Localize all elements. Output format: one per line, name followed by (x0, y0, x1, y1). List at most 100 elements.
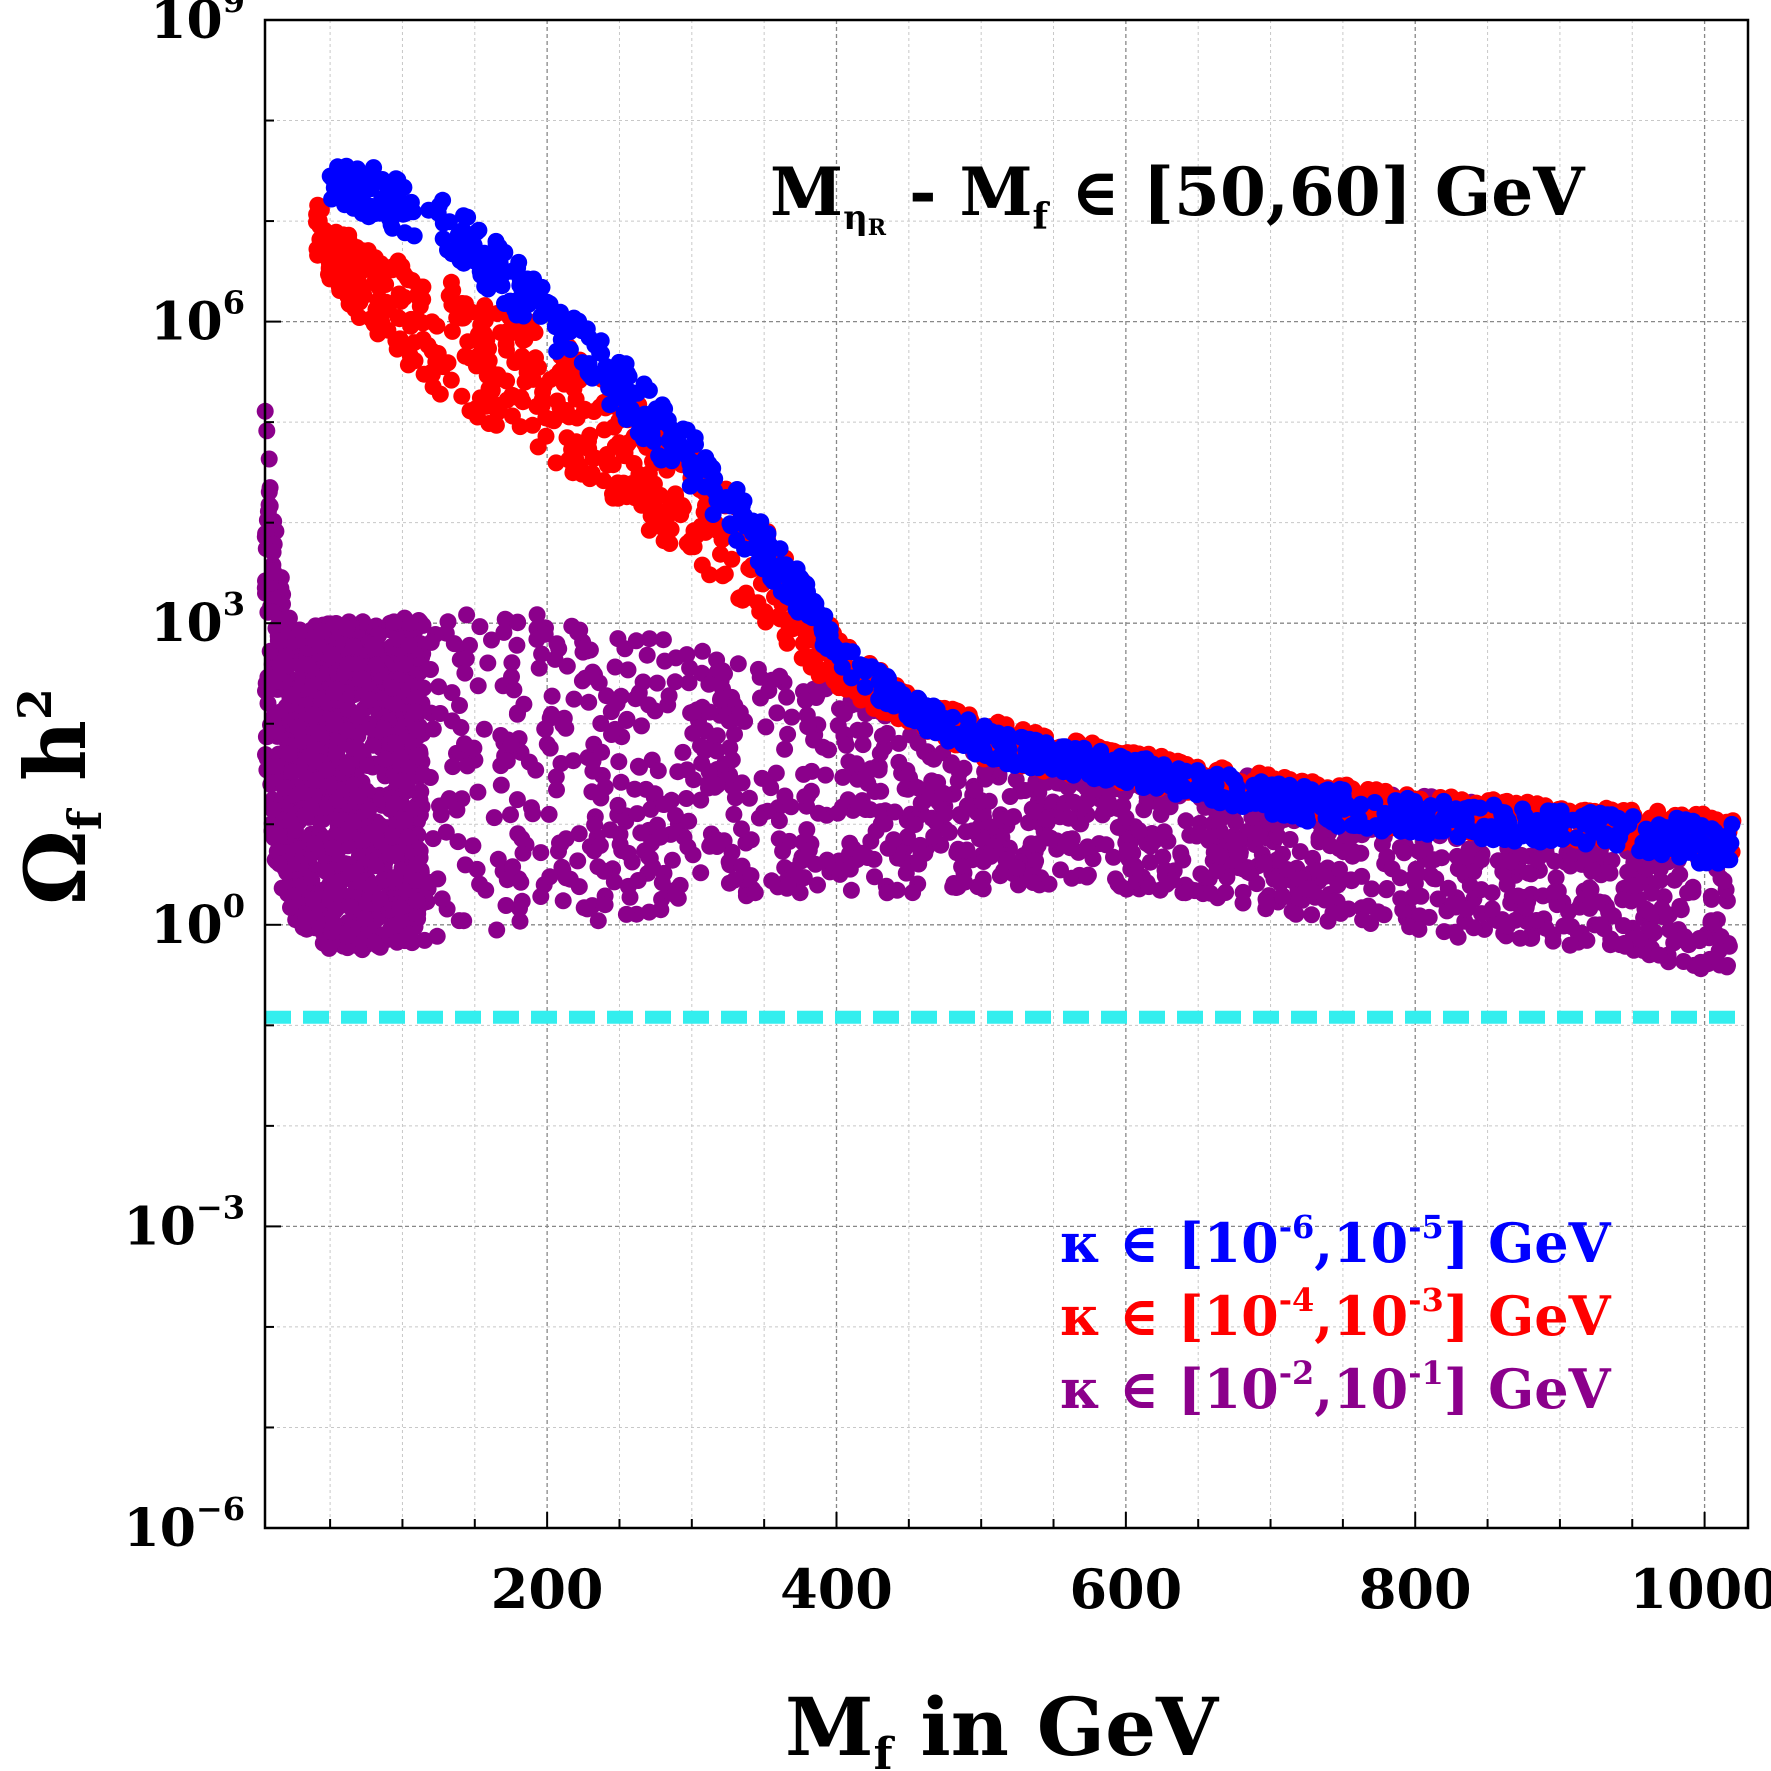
point-blue (934, 716, 952, 734)
point-blue (1352, 797, 1370, 815)
point-purple (489, 850, 507, 868)
point-purple (783, 708, 801, 726)
point-blue (681, 477, 699, 495)
point-purple (1519, 864, 1537, 882)
point-purple (966, 781, 984, 799)
point-purple (483, 631, 500, 649)
point-purple (803, 762, 821, 780)
point-blue (354, 182, 372, 200)
point-purple (270, 855, 288, 873)
legend: κ ∈ [10-6,10-5] GeV κ ∈ [10-4,10-3] GeV … (1060, 1208, 1612, 1421)
point-purple (387, 695, 405, 713)
point-purple (409, 905, 427, 923)
legend-entry-blue: κ ∈ [10-6,10-5] GeV (1060, 1208, 1612, 1275)
point-purple (475, 720, 493, 738)
point-blue (1670, 810, 1688, 828)
point-purple (458, 606, 476, 624)
point-purple (498, 871, 516, 889)
point-purple (503, 654, 521, 672)
point-purple (1230, 831, 1248, 849)
point-purple (554, 892, 572, 910)
point-purple (318, 761, 336, 779)
point-blue (1317, 784, 1335, 802)
point-purple (1603, 852, 1621, 869)
point-purple (675, 828, 693, 846)
point-red (475, 299, 493, 317)
point-purple (1643, 884, 1661, 902)
point-blue (873, 683, 891, 701)
point-purple (264, 708, 282, 726)
point-purple (530, 659, 548, 677)
point-purple (680, 674, 698, 692)
point-purple (570, 878, 588, 896)
point-purple (708, 742, 726, 760)
point-purple (324, 711, 342, 728)
point-purple (360, 691, 378, 709)
plot-frame (263, 18, 1750, 1530)
point-purple (408, 892, 426, 910)
point-purple (508, 636, 526, 654)
point-purple (958, 841, 976, 859)
point-purple (1458, 900, 1475, 918)
point-purple (1555, 917, 1573, 935)
point-red (657, 511, 675, 529)
point-purple (456, 735, 473, 753)
point-purple (1690, 930, 1708, 947)
point-purple (680, 812, 698, 830)
point-purple (399, 828, 417, 846)
point-red (674, 499, 692, 517)
point-purple (488, 921, 506, 939)
point-purple (1100, 793, 1118, 811)
point-purple (406, 703, 424, 721)
point-purple (327, 900, 345, 918)
point-purple (512, 873, 530, 891)
point-purple (628, 805, 646, 823)
point-purple (627, 690, 645, 708)
point-purple (841, 860, 859, 878)
x-axis-label-main: M (785, 1680, 874, 1771)
point-blue (382, 216, 400, 234)
point-purple (445, 635, 463, 653)
point-blue (1297, 803, 1315, 821)
point-purple (1097, 836, 1115, 854)
point-purple (712, 690, 730, 708)
point-purple (1359, 897, 1377, 915)
point-purple (258, 422, 276, 440)
point-purple (590, 674, 608, 692)
point-purple (800, 841, 818, 859)
point-purple (551, 834, 568, 852)
point-purple (912, 794, 930, 812)
point-purple (666, 673, 684, 691)
point-purple (782, 798, 800, 816)
point-purple (1499, 917, 1516, 935)
point-purple (1528, 912, 1545, 929)
point-red (737, 584, 755, 602)
point-purple (612, 773, 630, 791)
point-purple (1616, 937, 1634, 955)
point-purple (609, 796, 627, 814)
point-purple (929, 774, 947, 791)
point-blue (967, 745, 985, 763)
point-purple (1258, 894, 1276, 912)
point-purple (283, 855, 301, 873)
point-blue (824, 636, 842, 654)
point-purple (458, 757, 476, 775)
point-purple (953, 858, 971, 876)
point-purple (1391, 869, 1409, 887)
point-purple (289, 718, 307, 736)
point-red (478, 367, 496, 384)
point-red (369, 325, 387, 343)
point-purple (536, 625, 554, 643)
point-purple (344, 813, 362, 831)
point-purple (606, 658, 624, 676)
point-purple (842, 881, 860, 899)
point-purple (762, 779, 780, 797)
point-blue (1124, 760, 1142, 778)
point-blue (548, 342, 566, 360)
point-blue (1282, 785, 1300, 803)
point-purple (431, 705, 449, 722)
point-purple (1298, 880, 1316, 898)
point-purple (603, 726, 620, 743)
point-purple (902, 726, 920, 744)
